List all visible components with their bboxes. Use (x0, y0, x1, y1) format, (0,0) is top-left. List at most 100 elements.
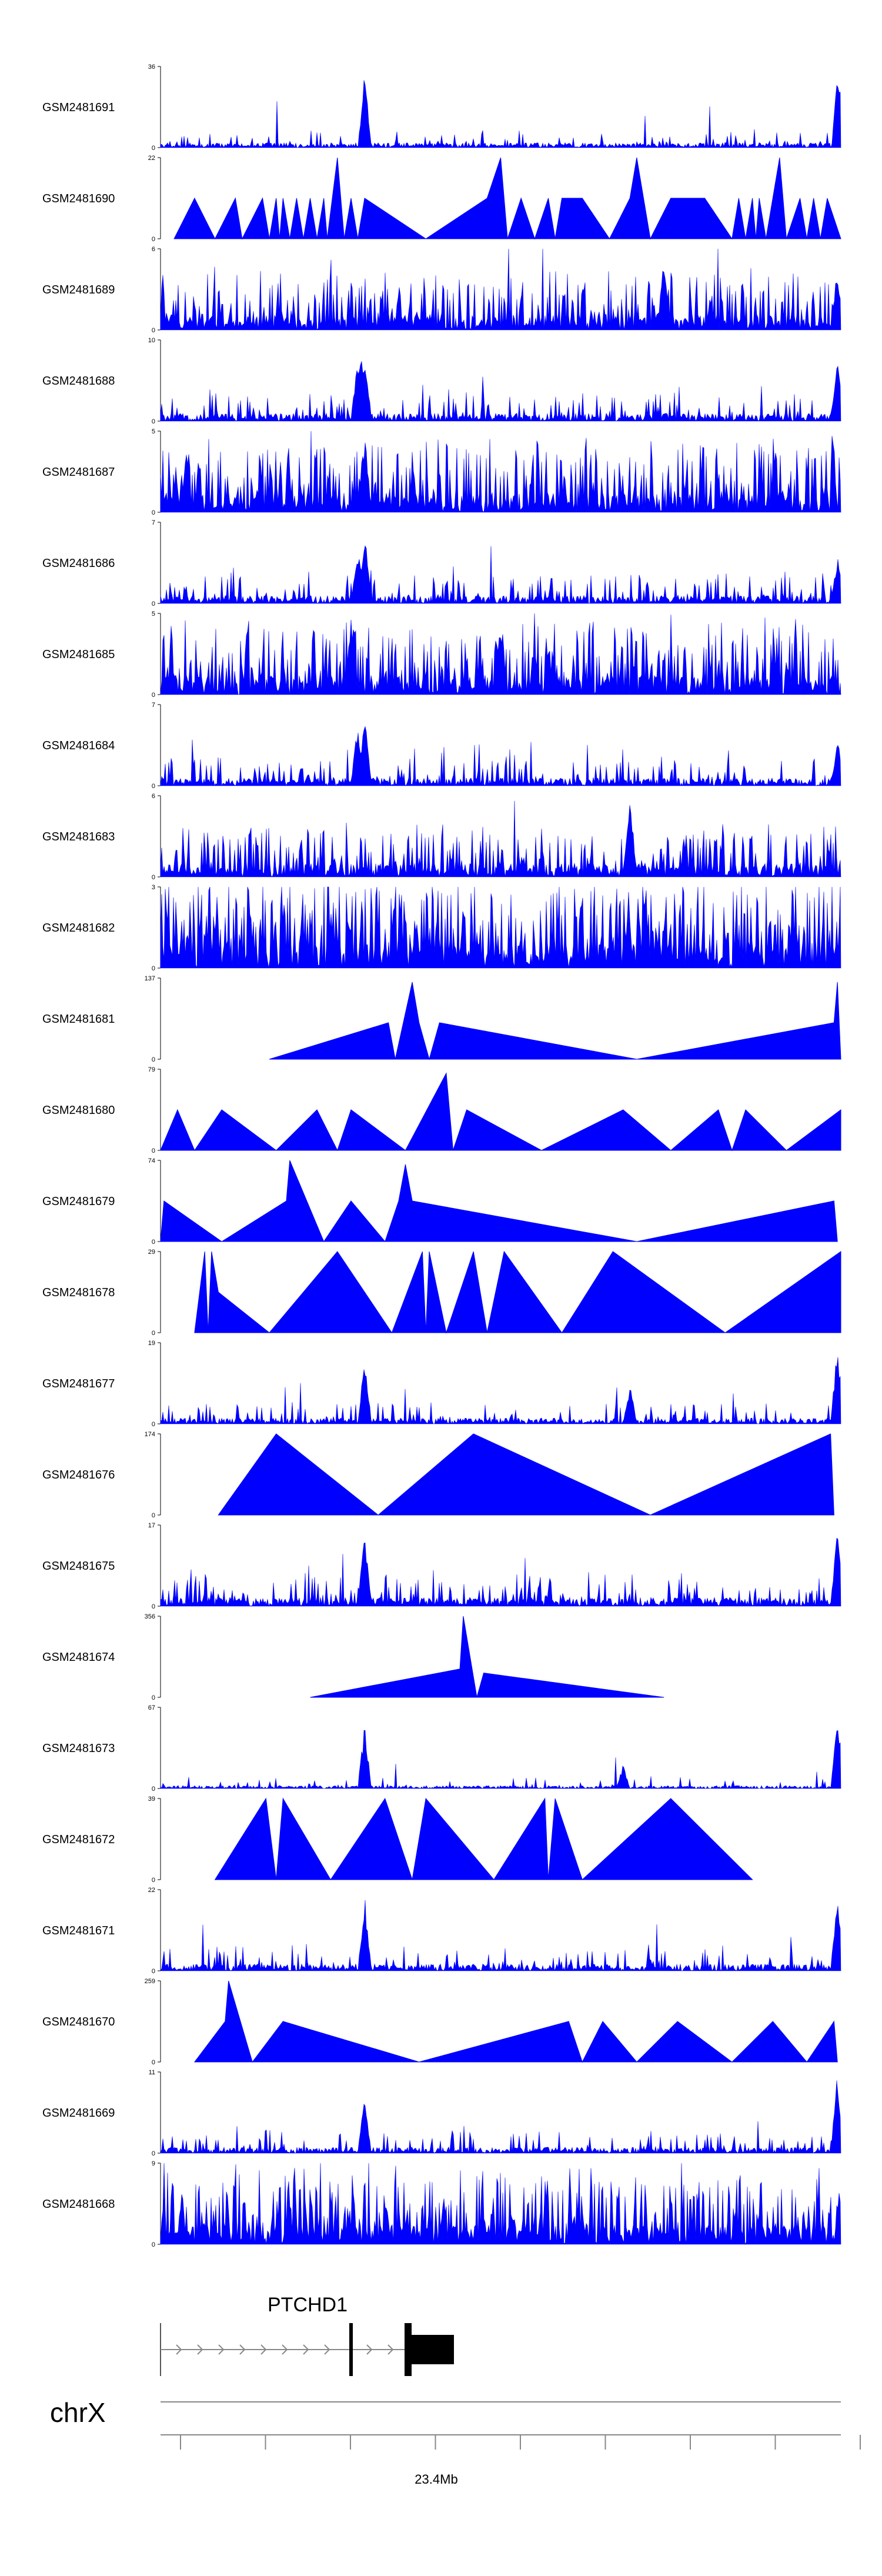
track-label: GSM2481687 (42, 466, 115, 479)
track-GSM2481678: GSM2481678 29 0 (42, 1249, 841, 1337)
intron-chevron (282, 2344, 288, 2355)
coverage-area (160, 1730, 841, 1789)
track-GSM2481670: GSM2481670 259 0 (42, 1978, 838, 2066)
track-label: GSM2481685 (42, 648, 115, 661)
track-GSM2481671: GSM2481671 22 0 (42, 1887, 841, 1975)
track-label: GSM2481682 (42, 922, 115, 935)
track-GSM2481676: GSM2481676 174 0 (42, 1431, 834, 1519)
y-max-label: 10 (148, 337, 155, 344)
track-label: GSM2481678 (42, 1286, 115, 1299)
y-min-label: 0 (152, 509, 155, 516)
y-max-label: 5 (152, 610, 155, 618)
track-GSM2481690: GSM2481690 22 0 (42, 155, 841, 243)
track-label: GSM2481690 (42, 192, 115, 205)
intron-chevron (324, 2344, 330, 2355)
track-label: GSM2481675 (42, 1560, 115, 1573)
coverage-area (160, 80, 841, 149)
y-min-label: 0 (152, 145, 155, 152)
y-min-label: 0 (152, 783, 155, 790)
y-min-label: 0 (152, 1694, 155, 1701)
y-min-label: 0 (152, 1239, 155, 1246)
track-GSM2481677: GSM2481677 19 0 (42, 1340, 841, 1428)
track-label: GSM2481677 (42, 1377, 115, 1390)
coverage-area (160, 613, 841, 695)
track-GSM2481688: GSM2481688 10 0 (42, 337, 841, 425)
y-min-label: 0 (152, 874, 155, 881)
track-label: GSM2481688 (42, 375, 115, 388)
y-min-label: 0 (152, 418, 155, 425)
track-GSM2481673: GSM2481673 67 0 (42, 1704, 841, 1793)
track-label: GSM2481684 (42, 739, 115, 752)
track-GSM2481668: GSM2481668 9 0 (42, 2160, 841, 2248)
intron-chevron (387, 2344, 394, 2355)
track-GSM2481691: GSM2481691 36 0 (42, 64, 841, 152)
track-label: GSM2481670 (42, 2016, 115, 2028)
y-max-label: 79 (148, 1066, 155, 1073)
track-label: GSM2481669 (42, 2107, 115, 2120)
coverage-area (310, 1616, 664, 1698)
track-label: GSM2481683 (42, 830, 115, 843)
track-label: GSM2481674 (42, 1651, 115, 1664)
coverage-area (160, 1160, 838, 1243)
gene-name-label: PTCHD1 (268, 2294, 348, 2316)
track-GSM2481687: GSM2481687 5 0 (42, 428, 841, 516)
track-GSM2481681: GSM2481681 137 0 (42, 975, 841, 1063)
track-GSM2481685: GSM2481685 5 0 (42, 610, 841, 699)
y-min-label: 0 (152, 1968, 155, 1975)
track-label: GSM2481668 (42, 2198, 115, 2211)
gene-exon-tss (405, 2323, 412, 2376)
coverage-area (160, 248, 841, 331)
coverage-area (193, 1980, 838, 2063)
track-label: GSM2481679 (42, 1195, 115, 1208)
coverage-area (160, 1072, 841, 1152)
y-min-label: 0 (152, 327, 155, 334)
track-GSM2481680: GSM2481680 79 0 (42, 1066, 841, 1154)
track-label: GSM2481681 (42, 1013, 115, 1026)
track-label: GSM2481680 (42, 1104, 115, 1117)
coverage-area (160, 361, 841, 422)
gene-exon-small (349, 2323, 353, 2376)
track-label: GSM2481689 (42, 283, 115, 296)
coverage-area (160, 800, 841, 877)
coordinate-track: chrX 23.4Mb (50, 2397, 861, 2487)
y-min-label: 0 (152, 1330, 155, 1337)
gene-exon-utr (412, 2335, 454, 2364)
coverage-area (160, 2163, 841, 2245)
y-min-label: 0 (152, 1147, 155, 1154)
intron-chevron (366, 2344, 373, 2355)
track-GSM2481689: GSM2481689 6 0 (42, 246, 841, 334)
y-max-label: 7 (152, 702, 155, 709)
coverage-area (173, 157, 841, 240)
intron-chevron (176, 2344, 182, 2355)
coverage-area (160, 431, 841, 513)
y-max-label: 22 (148, 155, 155, 162)
coverage-area (194, 1250, 841, 1334)
track-GSM2481683: GSM2481683 6 0 (42, 793, 841, 881)
y-min-label: 0 (152, 1603, 155, 1610)
y-max-label: 6 (152, 246, 155, 253)
intron-chevron (218, 2344, 225, 2355)
track-GSM2481675: GSM2481675 17 0 (42, 1522, 841, 1610)
y-min-label: 0 (152, 1421, 155, 1428)
coverage-tracks: GSM2481691360GSM2481690220GSM248168960GS… (42, 64, 841, 2248)
coordinate-ticks (180, 2435, 861, 2450)
track-GSM2481686: GSM2481686 7 0 (42, 519, 841, 608)
y-max-label: 29 (148, 1249, 155, 1256)
track-label: GSM2481686 (42, 557, 115, 570)
y-max-label: 11 (149, 2069, 155, 2076)
coverage-area (214, 1797, 753, 1880)
coverage-area (160, 545, 841, 604)
intron-chevron (239, 2344, 246, 2355)
coverage-area (160, 2080, 841, 2154)
coverage-area (269, 982, 841, 1060)
track-GSM2481669: GSM2481669 11 0 (42, 2069, 841, 2157)
track-label: GSM2481676 (42, 1469, 115, 1481)
y-max-label: 22 (148, 1887, 155, 1894)
y-max-label: 67 (148, 1704, 155, 1711)
coverage-area (160, 1537, 841, 1607)
y-max-label: 174 (145, 1431, 155, 1438)
y-min-label: 0 (152, 1877, 155, 1884)
coverage-area (218, 1433, 834, 1516)
track-label: GSM2481671 (42, 1924, 115, 1937)
